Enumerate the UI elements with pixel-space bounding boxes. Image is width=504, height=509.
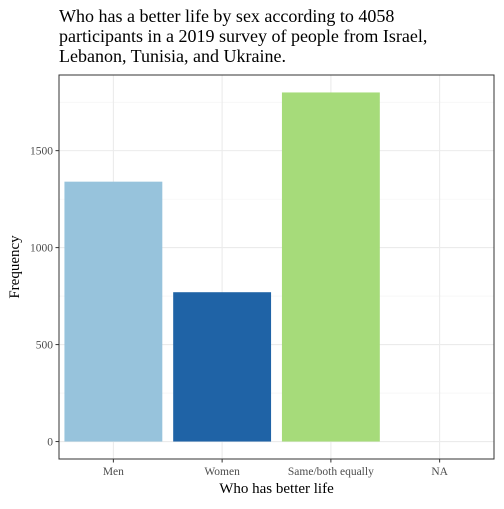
y-tick-label: 1000 <box>30 243 53 255</box>
y-tick-label: 1500 <box>30 146 53 158</box>
x-tick-label: Women <box>204 466 240 478</box>
x-tick-label: Men <box>103 466 124 478</box>
x-axis-ticks: Men Women Same/both equally NA <box>103 459 449 478</box>
chart-title: Who has a better life by sex according t… <box>59 6 427 66</box>
x-tick-label: NA <box>431 466 448 478</box>
x-tick-label: Same/both equally <box>288 466 374 478</box>
y-tick-label: 0 <box>47 437 53 449</box>
bar-men <box>64 182 162 442</box>
y-tick-label: 500 <box>36 340 54 352</box>
bar-women <box>173 292 271 441</box>
chart-title-line-1: Who has a better life by sex according t… <box>59 6 394 26</box>
x-axis-title: Who has better life <box>219 481 334 497</box>
chart-title-line-3: Lebanon, Tunisia, and Ukraine. <box>59 46 286 66</box>
chart-title-line-2: participants in a 2019 survey of people … <box>59 26 427 46</box>
y-axis-ticks: 0 500 1000 1500 <box>30 146 59 449</box>
bar-same-both-equally <box>282 92 380 441</box>
y-axis-title: Frequency <box>7 235 23 299</box>
